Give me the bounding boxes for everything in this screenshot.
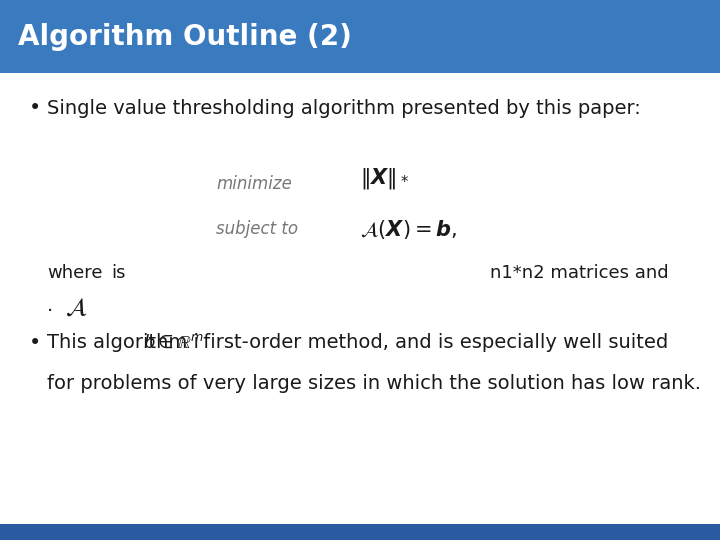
- Text: is: is: [112, 264, 126, 282]
- Text: Single value thresholding algorithm presented by this paper:: Single value thresholding algorithm pres…: [47, 98, 641, 118]
- Text: .: .: [47, 295, 53, 315]
- Text: $\mathcal{A}$: $\mathcal{A}$: [65, 296, 87, 320]
- Bar: [0, 0, 720, 73]
- Text: where: where: [47, 264, 102, 282]
- Text: $\mathcal{A}(\boldsymbol{X}) = \boldsymbol{b},$: $\mathcal{A}(\boldsymbol{X}) = \boldsymb…: [360, 218, 457, 241]
- Bar: [0, 73, 720, 524]
- Text: minimize: minimize: [216, 174, 292, 193]
- Text: •: •: [29, 333, 41, 353]
- Text: for problems of very large sizes in which the solution has low rank.: for problems of very large sizes in whic…: [47, 374, 701, 393]
- Text: •: •: [29, 98, 41, 118]
- Text: subject to: subject to: [216, 220, 298, 239]
- Text: This algorithm i: This algorithm i: [47, 333, 199, 353]
- Bar: [0, 0, 720, 16]
- Text: Algorithm Outline (2): Algorithm Outline (2): [18, 23, 352, 51]
- Text: $b \in \mathbb{R}^{m}$: $b \in \mathbb{R}^{m}$: [143, 334, 204, 352]
- Bar: [0, 524, 720, 540]
- Text: $\|\boldsymbol{X}\|_*$: $\|\boldsymbol{X}\|_*$: [360, 166, 409, 191]
- Text: n1*n2 matrices and: n1*n2 matrices and: [490, 264, 668, 282]
- Text: first-order method, and is especially well suited: first-order method, and is especially we…: [197, 333, 668, 353]
